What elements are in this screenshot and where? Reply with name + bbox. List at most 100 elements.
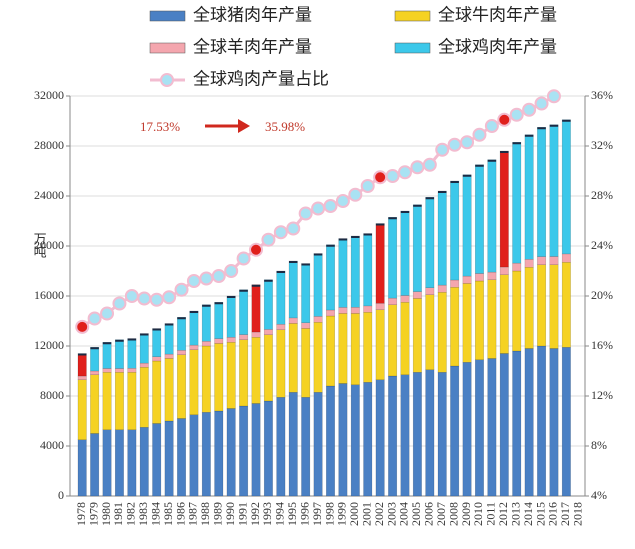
bar-segment: [263, 329, 273, 335]
bar-segment: [350, 313, 360, 385]
bar-segment: [77, 375, 87, 380]
y2-tick-label: 16%: [591, 338, 613, 352]
bar-segment: [189, 344, 199, 350]
bar-segment: [152, 356, 162, 362]
bar-segment: [214, 338, 224, 344]
bar-segment: [251, 337, 261, 404]
bar-segment: [164, 358, 174, 422]
line-marker: [522, 102, 537, 117]
x-tick-label: 1979: [86, 502, 100, 526]
bar-segment: [114, 368, 124, 373]
y-tick-label: 28000: [34, 138, 64, 152]
bar-segment: [214, 302, 224, 339]
x-tick-label: 2001: [359, 502, 373, 526]
x-tick-label: 1993: [260, 502, 274, 526]
bar-segment: [251, 403, 261, 497]
bar-segment: [412, 291, 422, 299]
x-tick-label: 2017: [558, 502, 572, 526]
bar-segment: [288, 317, 298, 324]
line-marker: [124, 289, 139, 303]
legend-label: 全球鸡肉年产量: [438, 37, 557, 56]
bar-top: [177, 317, 186, 320]
bar-segment: [214, 410, 224, 497]
x-tick-label: 2000: [347, 502, 361, 526]
bar-top: [102, 342, 112, 345]
x-tick-label: 1984: [148, 502, 162, 526]
line-marker: [236, 251, 251, 266]
bar-segment: [127, 368, 137, 373]
y2-tick-label: 24%: [591, 238, 613, 252]
bar-segment: [102, 342, 112, 369]
line-marker: [298, 206, 313, 221]
x-tick-label: 2002: [372, 502, 386, 526]
bar-segment: [90, 370, 100, 375]
legend-swatch: [394, 10, 431, 22]
bar-segment: [363, 305, 373, 313]
line-marker: [497, 112, 512, 127]
bar-segment: [437, 372, 447, 497]
line-marker: [373, 170, 388, 185]
bar-segment: [375, 303, 385, 310]
line-marker: [199, 271, 214, 286]
bar-segment: [313, 392, 323, 497]
x-tick-label: 1992: [248, 502, 262, 526]
bar-segment: [512, 270, 522, 352]
bar-segment: [226, 342, 236, 409]
legend-swatch: [149, 42, 186, 54]
bar-top: [90, 347, 99, 350]
bar-segment: [139, 367, 149, 428]
bar-segment: [350, 307, 360, 314]
y-tick-label: 24000: [34, 188, 64, 202]
bar-segment: [263, 400, 273, 497]
bar-segment: [350, 384, 360, 497]
line-marker: [397, 165, 412, 180]
bar-segment: [549, 256, 559, 265]
bar-top: [413, 204, 422, 207]
bar-segment: [152, 360, 162, 424]
bar-top: [549, 124, 559, 127]
legend-label: 全球鸡肉产量占比: [193, 69, 329, 88]
line-marker: [137, 291, 152, 306]
x-tick-label: 1986: [173, 502, 187, 526]
bar-segment: [524, 134, 534, 260]
bar-segment: [201, 412, 211, 497]
bar-segment: [189, 310, 199, 346]
bar-segment: [475, 359, 484, 497]
bar-top: [450, 181, 459, 183]
bar-top: [264, 279, 273, 282]
x-tick-label: 2006: [422, 502, 436, 526]
bar-segment: [437, 292, 447, 373]
x-tick-label: 2003: [384, 502, 398, 526]
bar-top: [202, 304, 211, 307]
bar-segment: [499, 274, 509, 354]
line-marker: [460, 135, 475, 150]
bar-segment: [338, 307, 348, 314]
bar-segment: [412, 372, 422, 497]
bar-segment: [114, 372, 124, 430]
x-tick-label: 1983: [136, 502, 150, 526]
line-marker: [435, 142, 450, 157]
x-tick-label: 1996: [297, 502, 311, 526]
annotation: 35.98%: [265, 119, 305, 134]
bar-top: [425, 197, 435, 200]
bar-segment: [549, 348, 559, 497]
bar-segment: [561, 347, 571, 497]
bar-segment: [537, 127, 547, 257]
bar-segment: [127, 429, 137, 497]
bar-segment: [90, 374, 100, 434]
bar-segment: [425, 294, 435, 370]
bar-segment: [226, 408, 236, 497]
x-tick-label: 1994: [273, 502, 287, 526]
bar-segment: [214, 343, 224, 412]
bar-segment: [450, 287, 460, 367]
bar-segment: [537, 264, 547, 347]
bar-segment: [77, 353, 87, 377]
bar-segment: [90, 347, 100, 372]
y2-tick-label: 20%: [591, 288, 613, 302]
bar-top: [487, 159, 497, 162]
bar-segment: [375, 309, 385, 380]
x-tick-label: 2016: [546, 502, 560, 526]
bar-top: [375, 223, 385, 226]
x-tick-label: 1998: [322, 502, 336, 526]
x-tick-label: 2014: [521, 502, 535, 526]
